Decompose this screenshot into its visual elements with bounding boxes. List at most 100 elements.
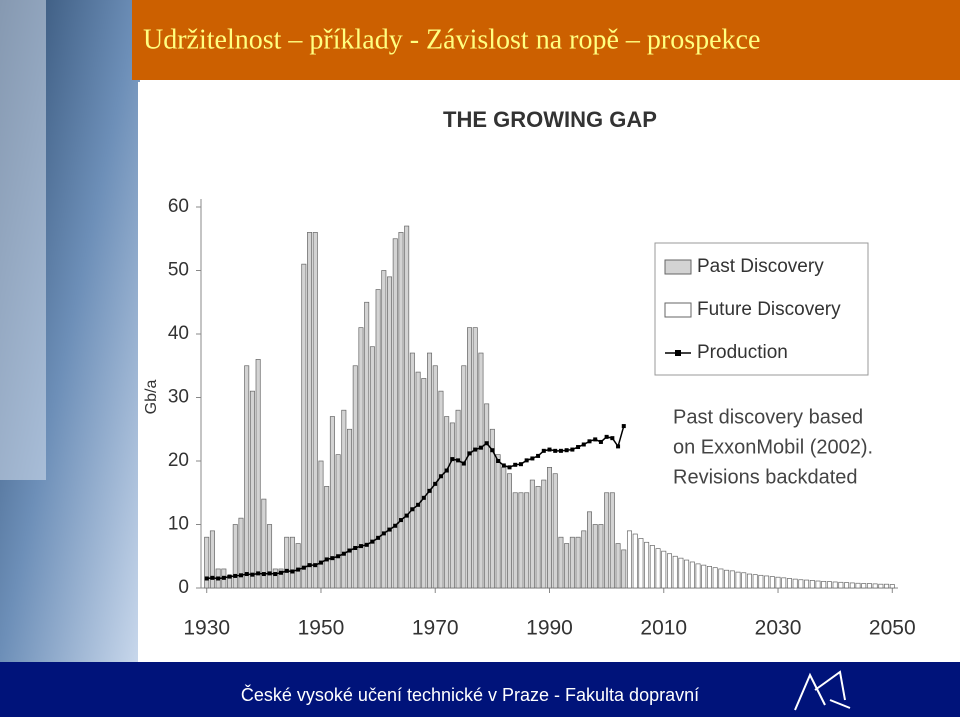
bar	[381, 270, 387, 589]
bar	[872, 583, 878, 589]
line-marker	[513, 462, 518, 467]
bar	[632, 533, 638, 589]
line-marker	[524, 458, 529, 463]
line-marker	[564, 448, 569, 453]
bar	[729, 570, 735, 589]
bar	[295, 543, 301, 589]
bar	[604, 492, 610, 589]
y-axis-label: Gb/a	[143, 380, 160, 415]
bar	[449, 422, 455, 589]
bar	[621, 549, 627, 589]
bar	[409, 352, 415, 589]
bar	[844, 582, 850, 589]
y-tick-label: 40	[168, 323, 189, 344]
annotation: Past discovery based	[673, 406, 863, 428]
bar	[809, 580, 815, 589]
line-marker	[278, 570, 283, 575]
line-marker	[376, 535, 381, 540]
line-marker	[284, 568, 289, 573]
line-marker	[484, 441, 489, 446]
line-marker	[250, 572, 255, 577]
bar	[764, 575, 770, 589]
bar	[347, 428, 353, 589]
line-marker	[256, 571, 261, 576]
bar	[866, 583, 872, 589]
header-title: Udržitelnost – příklady - Závislost na r…	[143, 24, 760, 55]
line-marker	[547, 447, 552, 452]
bar	[849, 582, 855, 589]
bar	[421, 378, 427, 589]
bar	[804, 579, 810, 589]
line-marker	[621, 424, 626, 429]
line-marker	[364, 542, 369, 547]
bar	[821, 580, 827, 589]
bar	[209, 530, 215, 589]
bar	[404, 225, 410, 589]
line-marker	[490, 448, 495, 453]
bar	[552, 473, 558, 589]
x-tick-label: 1950	[298, 617, 345, 640]
bar	[626, 530, 632, 589]
line-marker	[541, 448, 546, 453]
bar	[884, 583, 890, 589]
line-marker	[478, 445, 483, 450]
bar	[249, 390, 255, 589]
bar	[518, 492, 524, 589]
x-tick-label: 2030	[755, 617, 802, 640]
annotation: Revisions backdated	[673, 466, 858, 488]
bar	[375, 289, 381, 589]
bar	[638, 538, 644, 589]
line-marker	[570, 447, 575, 452]
y-tick-label: 60	[168, 196, 189, 217]
header-bar	[132, 0, 960, 80]
bar	[889, 584, 895, 589]
line-marker	[216, 576, 221, 581]
line-marker	[398, 518, 403, 523]
bar	[678, 557, 684, 589]
bar	[775, 576, 781, 589]
line-marker	[381, 531, 386, 536]
side-band	[0, 0, 46, 480]
bar	[392, 238, 398, 589]
line-marker	[290, 569, 295, 574]
legend-label: Future Discovery	[697, 299, 841, 320]
line-marker	[336, 554, 341, 559]
bar	[352, 365, 358, 589]
bar	[586, 511, 592, 589]
bar	[615, 543, 621, 589]
bar	[815, 580, 821, 589]
bar	[529, 479, 535, 589]
bar	[369, 346, 375, 589]
legend-swatch	[664, 302, 692, 318]
bar	[324, 486, 330, 589]
line-marker	[221, 575, 226, 580]
line-marker	[421, 495, 426, 500]
line-marker	[433, 481, 438, 486]
bar	[689, 561, 695, 589]
line-marker	[347, 548, 352, 553]
bar	[575, 536, 581, 589]
legend-label: Production	[697, 342, 788, 363]
bar	[278, 568, 284, 589]
line-marker	[444, 468, 449, 473]
line-marker	[370, 539, 375, 544]
line-marker	[553, 448, 558, 453]
line-marker	[456, 458, 461, 463]
bar	[724, 569, 730, 589]
x-tick-label: 2050	[869, 617, 916, 640]
bar	[718, 568, 724, 589]
bar	[684, 559, 690, 589]
line-marker	[296, 567, 301, 572]
bar	[204, 536, 210, 589]
bar	[655, 548, 661, 589]
line-marker	[318, 560, 323, 565]
line-marker	[598, 439, 603, 444]
line-marker	[233, 573, 238, 578]
bar	[472, 327, 478, 589]
bar	[467, 327, 473, 589]
bar	[232, 524, 238, 589]
line-marker	[210, 575, 215, 580]
bar	[838, 581, 844, 589]
legend-label: Past Discovery	[697, 256, 824, 277]
bar	[461, 365, 467, 589]
